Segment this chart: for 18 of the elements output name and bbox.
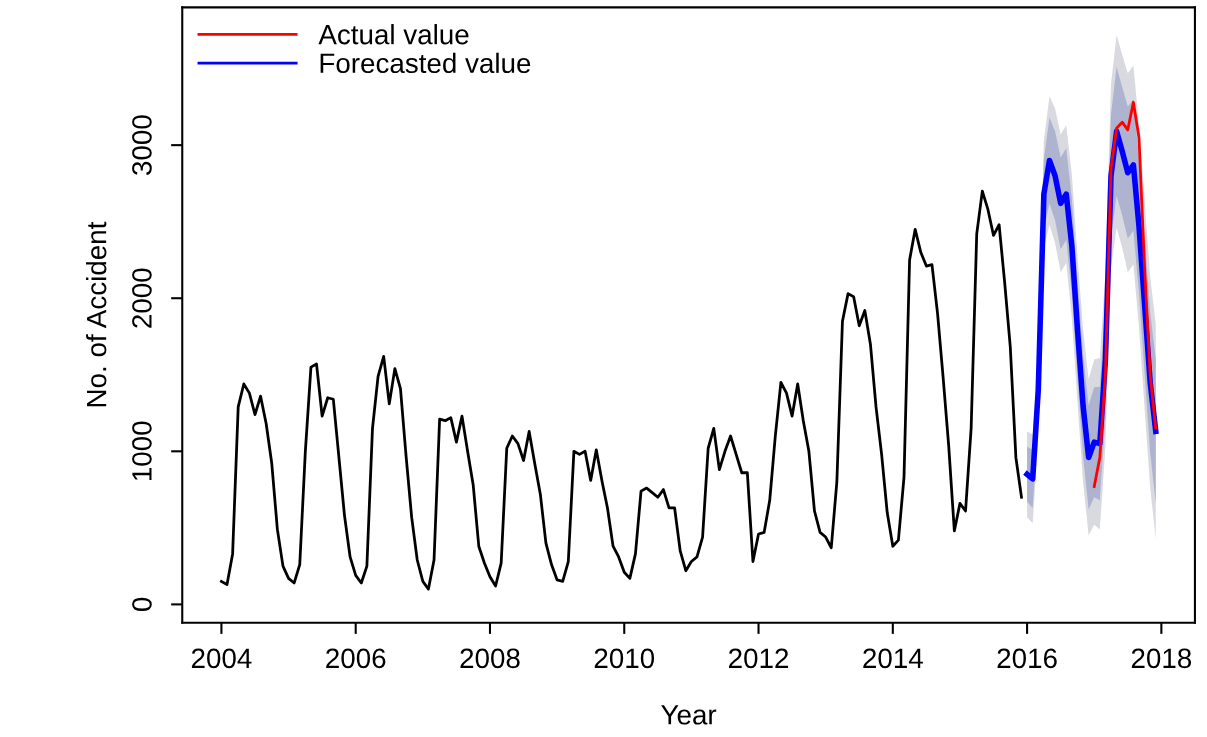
legend-label: Forecasted value xyxy=(320,52,531,74)
y-tick-label: 3000 xyxy=(132,115,152,175)
legend-label: Actual value xyxy=(318,24,469,45)
x-tick-label: 2008 xyxy=(460,648,520,669)
y-tick-label: 0 xyxy=(132,597,152,612)
line-series xyxy=(1092,100,1158,488)
x-tick-label: 2006 xyxy=(326,648,386,669)
x-tick-label: 2018 xyxy=(1131,648,1192,669)
y-tick-label: 2000 xyxy=(132,268,152,328)
y-tick-label: 1000 xyxy=(132,421,152,481)
x-tick-label: 2004 xyxy=(191,648,252,669)
x-tick-label: 2012 xyxy=(729,648,789,669)
x-tick-label: 2010 xyxy=(594,648,655,669)
line-series xyxy=(220,189,1023,591)
x-axis-title: Year xyxy=(661,705,717,725)
y-axis-title: No. of Accident xyxy=(86,221,107,407)
x-tick-label: 2014 xyxy=(863,648,923,669)
x-tick-label: 2016 xyxy=(997,648,1057,669)
